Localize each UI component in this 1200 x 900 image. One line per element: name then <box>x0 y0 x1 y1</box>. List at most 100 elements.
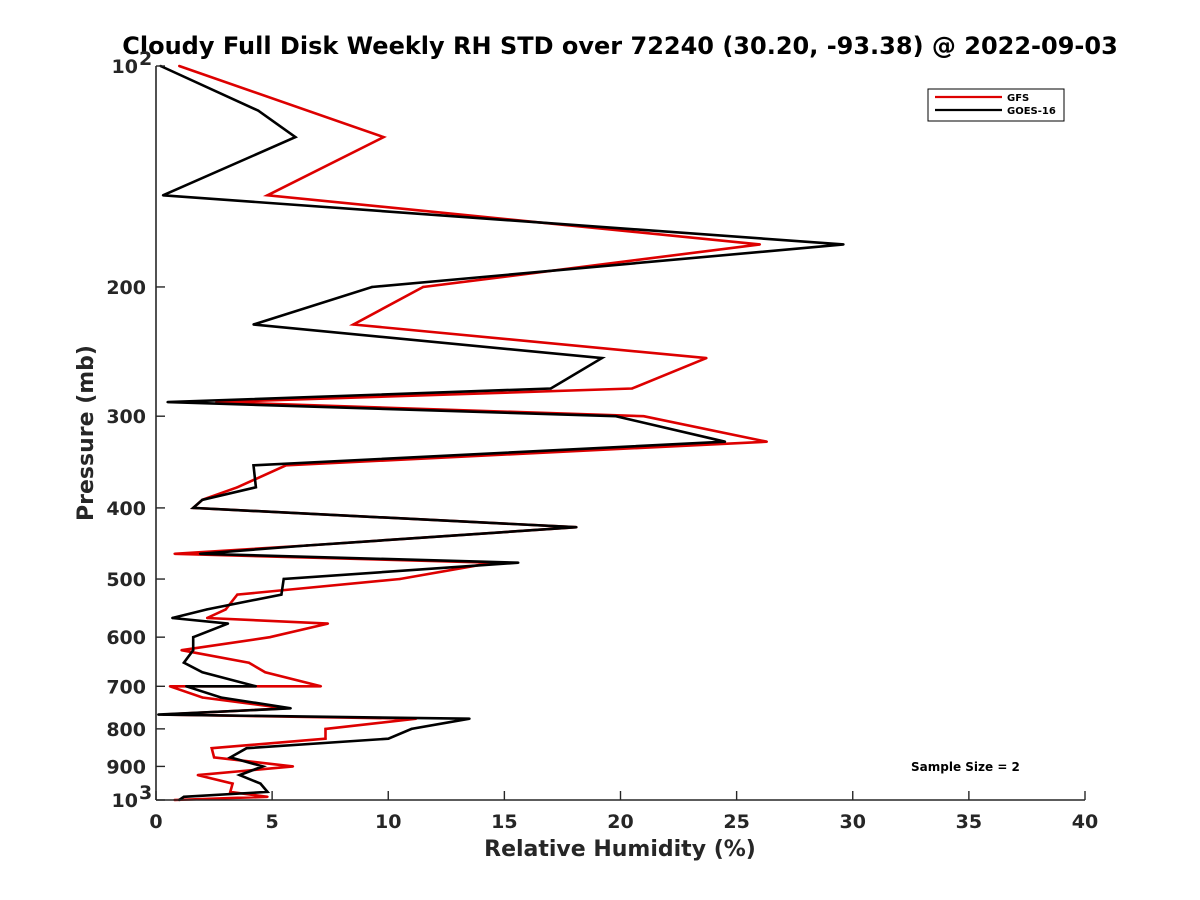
y-tick-label-6: 700 <box>106 676 146 698</box>
data-point-gfs-0 <box>178 64 181 68</box>
data-point-gfs-22 <box>205 616 209 620</box>
data-point-goes16-14 <box>201 498 204 501</box>
data-point-gfs-26 <box>247 661 251 664</box>
data-point-gfs-39 <box>196 773 199 777</box>
data-point-gfs-36 <box>210 747 213 750</box>
legend-label-gfs: GFS <box>1007 93 1029 104</box>
data-point-gfs-19 <box>398 577 402 581</box>
legend: GFS GOES-16 <box>927 88 1065 122</box>
data-point-goes16-16 <box>575 526 578 529</box>
data-point-goes16-31 <box>219 696 223 699</box>
data-point-goes16-17 <box>305 544 309 547</box>
data-point-gfs-29 <box>168 685 172 688</box>
data-point-gfs-3 <box>758 243 762 246</box>
data-point-gfs-21 <box>224 608 227 611</box>
x-tick-label-4: 20 <box>607 811 633 833</box>
axes-group <box>155 66 1085 801</box>
series-line-gfs <box>162 64 768 802</box>
data-point-gfs-27 <box>264 671 267 674</box>
data-point-gfs-20 <box>236 593 239 596</box>
data-point-gfs-38 <box>291 765 295 768</box>
data-point-goes16-13 <box>254 486 258 489</box>
y-tick-label-8: 900 <box>106 756 146 778</box>
data-point-goes16-19 <box>517 561 520 564</box>
data-point-gfs-30 <box>201 696 204 699</box>
data-point-goes16-34 <box>468 717 471 720</box>
x-ticks-group: 0 5 10 15 20 25 30 35 40 <box>149 791 1098 833</box>
data-point-goes16-38 <box>229 756 232 759</box>
sample-size-annotation: Sample Size = 2 <box>911 760 1020 774</box>
chart-title: Cloudy Full Disk Weekly RH STD over 7224… <box>122 32 1118 60</box>
data-point-goes16-22 <box>205 608 209 611</box>
data-point-goes16-29 <box>254 685 258 688</box>
data-point-goes16-3 <box>161 194 165 197</box>
data-point-goes16-18 <box>198 552 202 555</box>
data-point-gfs-42 <box>266 795 269 798</box>
data-point-gfs-1 <box>382 135 385 139</box>
data-point-gfs-5 <box>352 323 355 326</box>
y-axis-label: Pressure (mb) <box>74 345 99 521</box>
data-point-gfs-2 <box>266 194 269 197</box>
data-point-goes16-36 <box>387 737 390 740</box>
data-point-gfs-10 <box>765 440 768 443</box>
data-point-goes16-28 <box>201 671 204 674</box>
legend-box <box>927 88 1065 122</box>
data-point-goes16-12 <box>252 464 255 467</box>
data-point-gfs-12 <box>236 486 239 489</box>
y-tick-label-1: 200 <box>106 277 146 299</box>
y-tick-label-4: 500 <box>106 569 146 591</box>
data-point-goes16-37 <box>245 747 248 750</box>
data-point-goes16-41 <box>259 782 262 785</box>
data-point-goes16-30 <box>185 685 188 688</box>
data-point-goes16-5 <box>370 285 374 289</box>
y-tick-label-7: 800 <box>106 719 146 741</box>
x-tick-label-1: 5 <box>266 811 279 833</box>
data-point-goes16-24 <box>226 622 230 625</box>
data-point-gfs-34 <box>324 727 327 731</box>
data-point-goes16-6 <box>252 323 255 326</box>
data-point-goes16-33 <box>157 713 160 716</box>
data-point-goes16-7 <box>600 356 604 360</box>
y-tick-exponent-9: 3 <box>139 782 152 804</box>
x-tick-label-2: 10 <box>375 811 401 833</box>
x-tick-label-6: 30 <box>840 811 866 833</box>
data-point-gfs-40 <box>231 782 234 785</box>
data-point-goes16-27 <box>182 661 186 664</box>
data-point-goes16-32 <box>289 707 292 710</box>
x-axis-label: Relative Humidity (%) <box>484 837 756 862</box>
y-tick-label-5: 600 <box>106 627 146 649</box>
x-tick-label-7: 35 <box>956 811 982 833</box>
data-point-gfs-6 <box>705 356 708 360</box>
data-point-goes16-9 <box>166 400 169 404</box>
data-point-goes16-23 <box>171 616 174 620</box>
data-point-gfs-28 <box>319 685 323 688</box>
data-point-goes16-4 <box>842 243 845 246</box>
data-point-gfs-17 <box>173 552 176 555</box>
data-point-goes16-39 <box>261 765 264 768</box>
data-point-goes16-26 <box>192 649 195 652</box>
legend-label-goes16: GOES-16 <box>1007 106 1056 117</box>
data-point-goes16-8 <box>549 387 552 390</box>
data-point-goes16-21 <box>280 593 283 596</box>
x-tick-label-8: 40 <box>1072 811 1098 833</box>
data-point-goes16-35 <box>410 727 413 731</box>
plot-series-group <box>157 64 845 802</box>
y-tick-exponent-0: 2 <box>139 48 152 70</box>
data-point-goes16-2 <box>294 135 297 139</box>
y-tick-label-9: 10 <box>112 790 138 812</box>
data-point-goes16-10 <box>614 415 618 418</box>
data-point-goes16-20 <box>282 577 285 581</box>
y-tick-label-0: 10 <box>112 56 138 78</box>
x-tick-label-0: 0 <box>149 811 162 833</box>
data-point-gfs-24 <box>268 636 271 639</box>
data-point-gfs-35 <box>324 737 327 740</box>
data-point-gfs-25 <box>180 649 183 652</box>
x-tick-label-3: 15 <box>491 811 517 833</box>
data-point-gfs-23 <box>326 622 330 625</box>
data-point-goes16-40 <box>238 773 241 777</box>
data-point-gfs-37 <box>212 756 216 759</box>
data-point-goes16-43 <box>182 795 186 798</box>
data-point-goes16-25 <box>192 636 195 639</box>
